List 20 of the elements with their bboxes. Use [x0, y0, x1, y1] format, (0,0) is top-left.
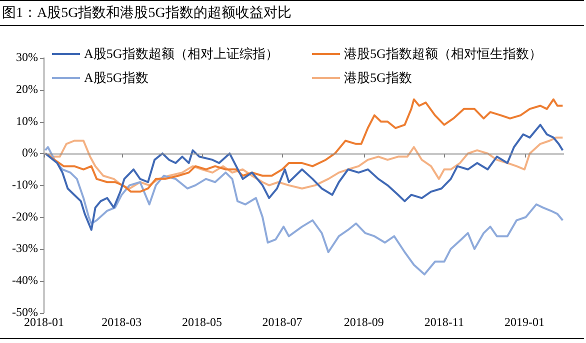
- legend-label: 港股5G指数: [344, 69, 412, 87]
- x-tick-label: 2018-11: [424, 314, 464, 329]
- legend-label: A股5G指数超额（相对上证综指）: [84, 45, 278, 63]
- y-tick-label: -10%: [12, 177, 38, 192]
- legend-label: A股5G指数: [84, 69, 148, 87]
- legend-label: 港股5G指数超额（相对恒生指数）: [344, 45, 542, 63]
- y-tick-label: 20%: [16, 82, 38, 96]
- y-tick-label: -20%: [12, 209, 38, 224]
- y-tick-label: 0%: [22, 146, 38, 160]
- x-tick-label: 2018-07: [262, 314, 302, 329]
- x-tick-label: 2019-01: [504, 314, 545, 329]
- y-tick-label: 10%: [16, 114, 38, 128]
- x-tick-label: 2018-09: [344, 314, 384, 329]
- y-tick-label: -40%: [12, 272, 38, 287]
- y-tick-label: -30%: [12, 241, 38, 256]
- chart-title: 图1：A股5G指数和港股5G指数的超额收益对比: [0, 0, 584, 26]
- y-tick-label: 30%: [16, 50, 38, 64]
- x-tick-label: 2018-05: [182, 314, 222, 329]
- y-tick-label: -50%: [12, 304, 38, 319]
- x-tick-label: 2018-03: [102, 314, 142, 329]
